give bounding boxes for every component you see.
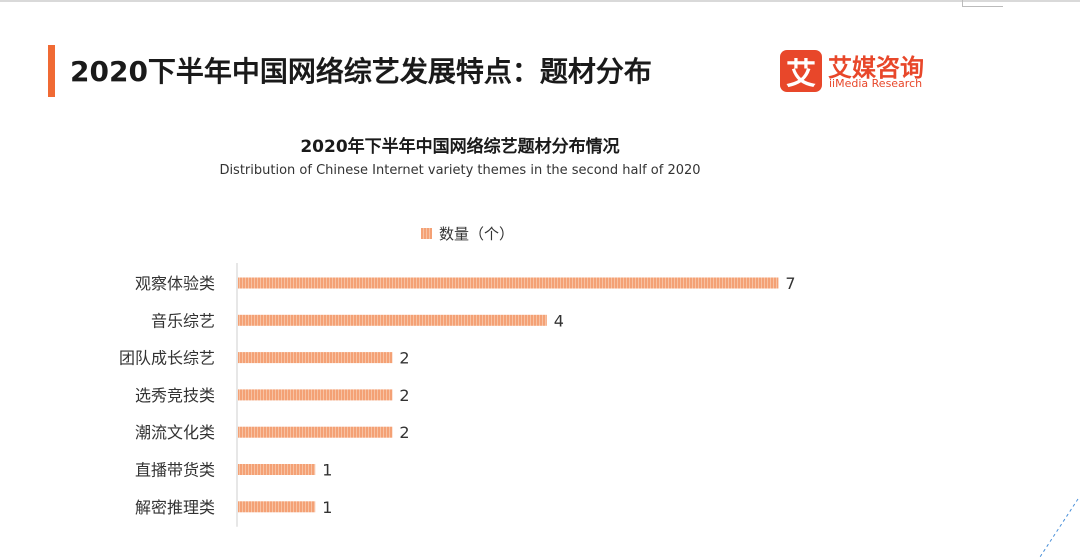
bar bbox=[238, 389, 393, 401]
chart-legend: 数量（个） bbox=[421, 223, 514, 244]
data-label: 1 bbox=[322, 461, 332, 480]
chart-subtitle: Distribution of Chinese Internet variety… bbox=[219, 163, 701, 178]
logo-name-en: iiMedia Research bbox=[829, 77, 923, 90]
page-title: 2020下半年中国网络综艺发展特点：题材分布 bbox=[70, 55, 652, 88]
category-label: 音乐综艺 bbox=[151, 311, 215, 330]
corner-decoration bbox=[1039, 498, 1079, 558]
bar bbox=[238, 426, 393, 438]
bar bbox=[238, 501, 316, 513]
top-border-line bbox=[0, 0, 1080, 2]
data-label: 1 bbox=[322, 498, 332, 517]
bar bbox=[238, 464, 316, 475]
legend-swatch bbox=[421, 228, 432, 239]
logo-mark: 艾 bbox=[780, 50, 822, 92]
legend-label: 数量（个） bbox=[439, 225, 515, 243]
data-label: 2 bbox=[399, 349, 409, 368]
bar bbox=[238, 314, 547, 326]
category-label: 团队成长综艺 bbox=[119, 349, 215, 368]
category-label: 直播带货类 bbox=[135, 461, 215, 480]
bar bbox=[238, 352, 393, 364]
chart-title: 2020年下半年中国网络综艺题材分布情况 bbox=[300, 137, 620, 157]
data-label: 2 bbox=[399, 423, 409, 442]
corner-mark bbox=[962, 0, 1003, 7]
category-label: 观察体验类 bbox=[135, 274, 215, 293]
data-label: 4 bbox=[554, 311, 564, 330]
data-label: 7 bbox=[785, 274, 795, 293]
data-label: 2 bbox=[399, 386, 409, 405]
bar bbox=[238, 277, 779, 289]
category-label: 潮流文化类 bbox=[135, 423, 215, 442]
title-accent-bar bbox=[48, 45, 55, 97]
logo-name-cn: 艾媒咨询 bbox=[828, 54, 924, 82]
category-label: 选秀竞技类 bbox=[135, 386, 215, 405]
category-label: 解密推理类 bbox=[135, 498, 215, 517]
